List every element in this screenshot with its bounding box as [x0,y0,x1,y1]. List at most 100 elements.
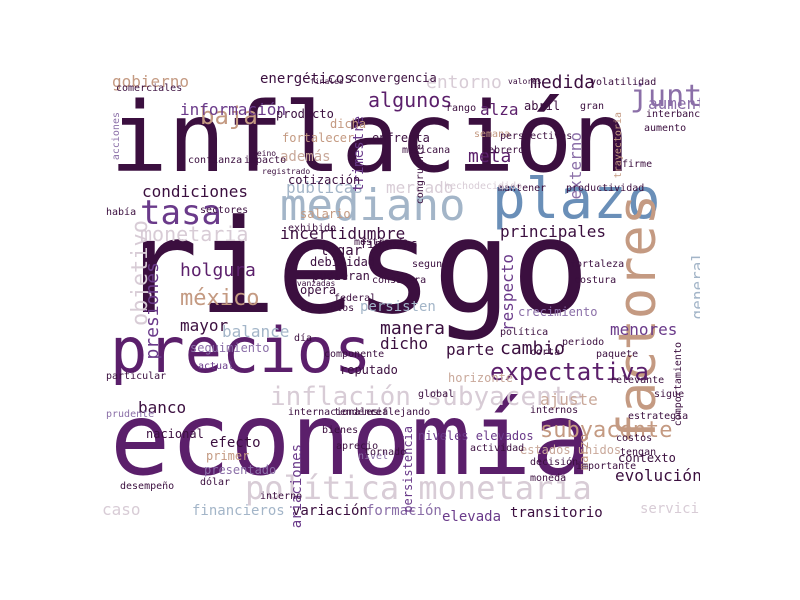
cloud-word: persistencia [401,426,415,513]
cloud-word: transitorio [510,505,603,521]
cloud-word: mediano [280,180,466,231]
cloud-word: inflación [110,82,631,194]
cloud-word: variación [292,503,368,519]
cloud-word: precios [110,314,372,387]
cloud-word: condiciones [142,182,248,201]
cloud-word: decidido [474,181,523,192]
cloud-word: exhibido [288,223,337,234]
cloud-word: cambio [500,338,566,359]
cloud-word: federal [334,293,377,304]
word-cloud: inflación riesgo economía precios plazo media… [100,72,700,528]
cloud-word: internos [530,405,579,416]
cloud-word: plazo [492,167,661,232]
cloud-word: nivel [358,451,389,462]
cloud-word: rango [446,103,477,114]
cloud-word: productividad [566,183,645,194]
cloud-word: prudente [106,409,155,420]
cloud-word: mostrando [354,237,409,248]
cloud-word: energéticos [260,72,353,87]
cloud-word: bienes [322,425,359,436]
cloud-word: actividad [470,443,525,454]
cloud-word: sectores [200,205,249,216]
cloud-word: aumento [644,123,687,134]
cloud-word: volatilidad [590,77,657,88]
cloud-word: registrado [262,167,311,176]
cloud-word: perspectivas [500,131,573,142]
cloud-word: formación [366,503,442,519]
cloud-word: alza [480,100,519,119]
cloud-word: producto [276,107,334,121]
cloud-word: variaciones [289,444,305,528]
cloud-word: costura [574,275,617,286]
cloud-word: elevada [442,509,502,525]
cloud-word: había [106,207,137,218]
cloud-word: cotización [288,173,361,187]
cloud-word: financieros [192,503,285,519]
cloud-word: paquete [596,349,639,360]
cloud-word: contexto [618,451,676,465]
cloud-word: menores [610,320,678,339]
cloud-word: interno [260,491,303,502]
cloud-word: reino [252,149,277,158]
cloud-word: abril [524,99,561,113]
cloud-word: principales [500,222,606,241]
cloud-word: semana [474,129,511,140]
cloud-word: parte [446,340,495,359]
cloud-word: manera [380,318,446,339]
cloud-word: balance [222,322,290,341]
cloud-word: relevante [610,375,665,386]
cloud-word: corta [530,347,561,358]
cloud-word: fortalecer [282,131,355,145]
cloud-word: tengan [620,447,657,458]
cloud-word: gran [580,101,605,112]
cloud-word: mexicana [402,145,451,156]
cloud-word: tornado [364,447,407,458]
cloud-word: particular [106,371,167,382]
cloud-word: interbancaria [646,109,700,120]
cloud-word: internacionales [288,407,379,418]
cloud-word: tasa [140,193,222,233]
cloud-word: mantener [498,183,547,194]
cloud-word: finanzas [360,237,418,251]
cloud-word: meta [468,146,512,167]
cloud-word: expectativa [490,358,649,386]
cloud-word: desempeño [120,481,175,492]
cloud-word: lugar [320,243,363,259]
cloud-word: periodo [562,337,605,348]
cloud-word: general [688,252,700,320]
cloud-word: públicas [286,178,364,197]
cloud-word: hecho [444,181,475,192]
cloud-word: crecimiento [518,305,598,319]
cloud-word: comportamiento [673,342,684,427]
cloud-word: baja [200,102,258,130]
cloud-word: debilidad [310,255,376,269]
cloud-word: importante [576,461,637,472]
cloud-word: pudieran [312,269,370,283]
cloud-word: componente [324,349,385,360]
cloud-word: ajuste [540,390,598,409]
cloud-word: dicho [380,334,429,353]
cloud-word: holgura [180,260,256,281]
cloud-word: mayor [180,316,229,335]
cloud-word: algunos [368,88,453,112]
cloud-word: inflación subyacente [270,382,584,412]
cloud-word: evolución [615,466,700,485]
cloud-word: avanzadas [292,279,336,288]
cloud-word: incertidumbre [280,224,406,243]
cloud-word: comerciales [116,83,183,94]
cloud-word: actual [198,361,235,372]
cloud-word: confianza [188,155,243,166]
cloud-word: convergencia [350,72,437,85]
cloud-word: reputado [340,363,398,377]
cloud-word: fortaleza [570,259,625,270]
cloud-word: moneda [530,473,567,484]
cloud-word: política [500,327,549,338]
cloud-word: estrategia [628,411,689,422]
cloud-word: firme [622,159,653,170]
cloud-word: presentado [204,463,277,477]
cloud-word: salario [300,207,351,221]
cloud-word: nacional [146,427,204,441]
cloud-word: global [418,389,455,400]
cloud-word: mercado [386,178,454,197]
